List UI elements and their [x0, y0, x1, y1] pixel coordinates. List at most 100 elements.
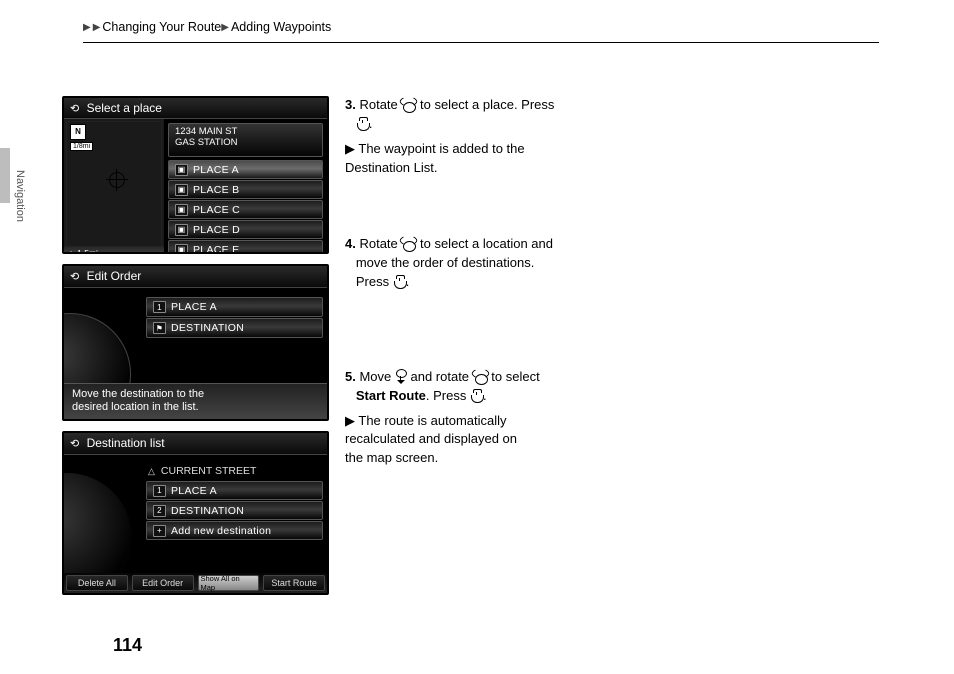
step-hint: ▶ The route is automatically recalculate…	[345, 412, 615, 469]
place-label: PLACE B	[193, 184, 239, 196]
step-text: . Press	[426, 388, 470, 403]
place-item[interactable]: ▣ PLACE B	[168, 180, 323, 199]
flag-icon: ⚑	[153, 322, 166, 334]
step-3: 3. Rotate to select a place. Press . ▶ T…	[345, 96, 615, 177]
press-knob-icon	[356, 117, 369, 131]
screen2-title: Edit Order	[87, 269, 142, 283]
place-label: PLACE E	[193, 244, 239, 255]
arrow-icon: ▶	[345, 141, 355, 156]
dest-item[interactable]: 2 DESTINATION	[146, 501, 323, 520]
arrow-icon: ▶	[345, 413, 355, 428]
breadcrumb: ▶▶Changing Your Route▶Adding Waypoints	[83, 20, 879, 34]
scale-value: 1.5mi	[77, 248, 98, 254]
screen3-title: Destination list	[87, 436, 165, 450]
place-item[interactable]: ▣ PLACE E	[168, 240, 323, 254]
poi-icon: ▣	[175, 204, 188, 216]
scale-bar: △ 1.5mi	[64, 246, 164, 254]
dest-label: DESTINATION	[171, 505, 244, 517]
instruction-strip: Move the destination to the desired loca…	[64, 383, 327, 419]
hint-line: the map screen.	[345, 450, 438, 465]
back-icon: ⟲	[70, 102, 79, 115]
screen1-title: Select a place	[87, 101, 162, 115]
step-4: 4. Rotate to select a location and move …	[345, 235, 615, 292]
back-icon: ⟲	[70, 270, 79, 283]
arrow-icon: ▶	[93, 22, 101, 33]
breadcrumb-b: Adding Waypoints	[231, 20, 331, 34]
place-label: PLACE C	[193, 204, 240, 216]
poi-icon: ▣	[175, 224, 188, 236]
msg-line: desired location in the list.	[72, 401, 319, 414]
hint-line: Destination List.	[345, 160, 438, 175]
press-knob-icon	[393, 275, 406, 289]
step-text: to select	[488, 369, 540, 384]
poi-icon: ▣	[175, 164, 188, 176]
screen2-titlebar: ⟲ Edit Order	[64, 266, 327, 288]
order-item[interactable]: ⚑ DESTINATION	[146, 318, 323, 338]
screen3-footer: Delete All Edit Order Show All on Map St…	[64, 573, 327, 593]
step-text: to select a place. Press	[416, 97, 554, 112]
flag-icon: 1	[153, 301, 166, 313]
show-all-map-button[interactable]: Show All on Map	[198, 575, 260, 591]
delete-all-button[interactable]: Delete All	[66, 575, 128, 591]
dest-label: Add new destination	[171, 525, 271, 537]
hint-line: recalculated and displayed on	[345, 431, 517, 446]
rotate-knob-icon	[401, 98, 416, 112]
step-number: 5.	[345, 369, 356, 384]
arrow-icon: ▶	[83, 22, 91, 33]
screen3-titlebar: ⟲ Destination list	[64, 433, 327, 455]
address-header: 1234 MAIN ST GAS STATION	[168, 123, 323, 157]
step-hint: ▶ The waypoint is added to the Destinati…	[345, 140, 615, 178]
move-knob-icon	[395, 369, 407, 384]
hint-line: The waypoint is added to the	[358, 141, 524, 156]
page-number: 114	[113, 635, 142, 656]
north-icon: N	[70, 124, 86, 140]
step-5: 5. Move and rotate to select Start Route…	[345, 368, 615, 468]
breadcrumb-a: Changing Your Route	[102, 20, 221, 34]
edit-order-button[interactable]: Edit Order	[132, 575, 194, 591]
place-item[interactable]: ▣ PLACE C	[168, 200, 323, 219]
place-item[interactable]: ▣ PLACE A	[168, 160, 323, 179]
current-street-label: CURRENT STREET	[161, 465, 256, 477]
zoom-label: 1/8mi	[70, 142, 93, 151]
flag-icon: 1	[153, 485, 166, 497]
triangle-icon: △	[148, 466, 155, 477]
dest-item-add[interactable]: + Add new destination	[146, 521, 323, 540]
place-label: PLACE A	[193, 164, 239, 176]
start-route-button[interactable]: Start Route	[263, 575, 325, 591]
step-bold: Start Route	[356, 388, 426, 403]
step-text: Press	[356, 274, 393, 289]
poi-icon: ▣	[175, 244, 188, 255]
screen1-titlebar: ⟲ Select a place	[64, 98, 327, 119]
step-text: Rotate	[359, 236, 401, 251]
screen-edit-order: ⟲ Edit Order 1 PLACE A ⚑ DESTINATION Move …	[62, 264, 329, 421]
step-text: to select a location and	[416, 236, 553, 251]
order-label: PLACE A	[171, 301, 217, 313]
crosshair-icon	[109, 172, 125, 188]
side-tab-label: Navigation	[14, 170, 26, 222]
dest-item[interactable]: 1 PLACE A	[146, 481, 323, 500]
address-line1: 1234 MAIN ST	[175, 126, 316, 137]
plus-icon: +	[153, 525, 166, 537]
step-text: move the order of destinations.	[356, 255, 535, 270]
header-rule	[83, 42, 879, 43]
step-text: Rotate	[359, 97, 401, 112]
order-label: DESTINATION	[171, 322, 244, 334]
triangle-icon: △	[68, 249, 74, 255]
msg-line: Move the destination to the	[72, 388, 319, 401]
address-line2: GAS STATION	[175, 137, 316, 148]
order-item[interactable]: 1 PLACE A	[146, 297, 323, 317]
step-text: Move	[359, 369, 394, 384]
screen-destination-list: ⟲ Destination list △ CURRENT STREET 1 PLA…	[62, 431, 329, 595]
hint-line: The route is automatically	[358, 413, 506, 428]
place-label: PLACE D	[193, 224, 240, 236]
step-text: and rotate	[407, 369, 473, 384]
poi-icon: ▣	[175, 184, 188, 196]
side-tab-bg	[0, 148, 10, 203]
current-street: △ CURRENT STREET	[148, 463, 323, 479]
rotate-knob-icon	[401, 237, 416, 251]
dest-label: PLACE A	[171, 485, 217, 497]
rotate-knob-icon	[473, 370, 488, 384]
place-item[interactable]: ▣ PLACE D	[168, 220, 323, 239]
flag-icon: 2	[153, 505, 166, 517]
step-number: 3.	[345, 97, 356, 112]
